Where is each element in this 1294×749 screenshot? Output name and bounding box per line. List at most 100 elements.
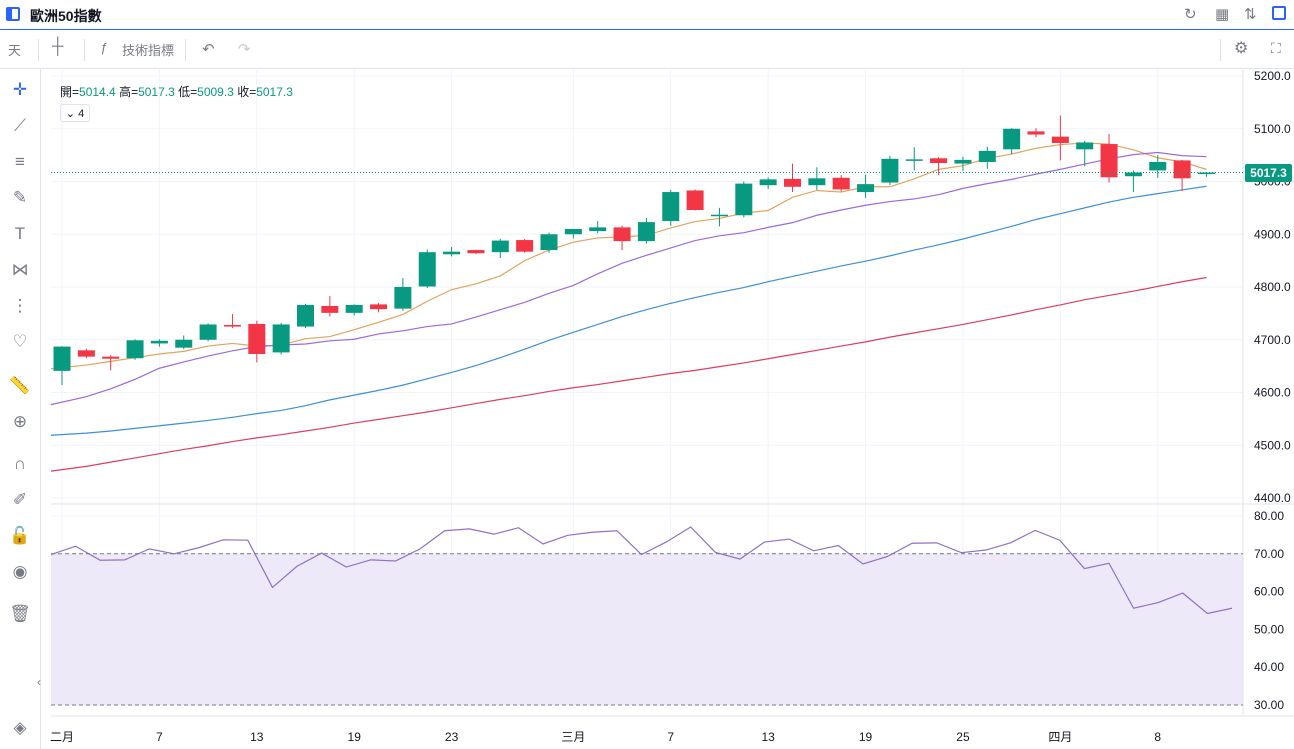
grid-icon[interactable]: ▦ xyxy=(1215,6,1230,23)
indicators-button[interactable]: 技術指標 xyxy=(122,43,175,58)
chart-toolbar: 天 ┼ ƒ 技術指標 ↶ ↷ ⚙ ⛶ xyxy=(0,31,1294,69)
low-value: 5009.3 xyxy=(197,85,234,99)
candle-body xyxy=(905,159,923,161)
window-title: 歐洲50指數 xyxy=(30,8,102,24)
interval-button[interactable]: 天 xyxy=(8,43,22,58)
candle-body xyxy=(978,150,996,162)
x-tick-label: 19 xyxy=(859,730,873,744)
ma-line-ma5 xyxy=(50,142,1207,370)
candle-body xyxy=(272,324,290,353)
last-price-badge: 5017.3 xyxy=(1245,164,1292,182)
x-tick-label: 19 xyxy=(348,730,362,744)
divider xyxy=(185,39,186,61)
moving-averages xyxy=(50,142,1207,472)
fx-icon[interactable]: ƒ xyxy=(100,40,108,55)
candle-body xyxy=(662,192,680,222)
panel-icon[interactable] xyxy=(1272,6,1286,20)
high-value: 5017.3 xyxy=(138,85,175,99)
y-tick-label: 5100.0 xyxy=(1254,122,1291,136)
candle-body xyxy=(881,158,899,183)
x-tick-label: 13 xyxy=(761,730,775,744)
candle-body xyxy=(199,324,217,340)
rsi-tick-label: 70.00 xyxy=(1254,547,1284,561)
candle-body xyxy=(686,190,704,210)
compare-icon[interactable]: ⇅ xyxy=(1244,6,1257,23)
high-label: 高= xyxy=(119,85,139,99)
close-value: 5017.3 xyxy=(256,85,293,99)
settings-icon[interactable]: ⚙ xyxy=(1234,40,1249,57)
candle-body xyxy=(954,159,972,164)
ruler-icon[interactable]: 📏 xyxy=(9,376,31,395)
divider xyxy=(84,39,85,61)
candle-type-icon[interactable]: ┼ xyxy=(52,38,64,55)
rsi-tick-label: 60.00 xyxy=(1254,585,1284,599)
trash-icon[interactable]: 🗑 xyxy=(9,604,31,623)
lock-drawing-icon[interactable]: ✐ xyxy=(12,490,28,509)
y-tick-label: 4500.0 xyxy=(1254,438,1291,452)
candle-body xyxy=(1076,142,1094,150)
rsi-tick-label: 50.00 xyxy=(1254,622,1284,636)
x-tick-label: 二月 xyxy=(50,730,74,744)
candle-body xyxy=(1124,172,1142,177)
candle-body xyxy=(637,222,655,242)
candle-body xyxy=(710,214,728,217)
candle-body xyxy=(418,252,436,287)
magnet-icon[interactable]: ∩ xyxy=(13,454,27,473)
refresh-icon[interactable]: ↻ xyxy=(1184,6,1197,23)
brush-icon[interactable]: ✎ xyxy=(12,188,28,207)
drawing-sidebar: ✛ ⟋ ≡ ✎ T ⋈ ⋮ ♡ 📏 ⊕ ∩ ✐ 🔓 ◉ 🗑 ‹ ◈ xyxy=(0,69,41,749)
heart-icon[interactable]: ♡ xyxy=(12,332,28,351)
x-tick-label: 25 xyxy=(956,730,970,744)
candles xyxy=(53,115,1215,386)
undo-icon[interactable]: ↶ xyxy=(202,41,215,58)
fullscreen-icon[interactable]: ⛶ xyxy=(1271,40,1281,56)
crosshair-icon[interactable]: ✛ xyxy=(12,80,28,99)
candle-body xyxy=(126,340,144,359)
candle-body xyxy=(175,339,193,348)
candle-body xyxy=(516,240,534,252)
rsi-line-path xyxy=(50,526,1233,615)
candle-body xyxy=(808,178,826,186)
x-tick-label: 13 xyxy=(250,730,264,744)
trend-line-icon[interactable]: ⟋ xyxy=(14,116,26,135)
collapse-sidebar-icon[interactable]: ‹ xyxy=(37,675,41,689)
layers-icon[interactable]: ◈ xyxy=(13,718,27,737)
unlock-icon[interactable]: 🔓 xyxy=(9,526,31,545)
divider xyxy=(38,39,39,61)
text-icon[interactable]: T xyxy=(14,224,26,243)
candle-body xyxy=(77,350,95,357)
ohlc-legend: 開=5014.4 高=5017.3 低=5009.3 收=5017.3 xyxy=(60,83,293,100)
candle-body xyxy=(735,183,753,216)
ma-line-ma10 xyxy=(50,151,1207,406)
candle-body xyxy=(930,158,948,164)
ma-line-ma30 xyxy=(50,185,1207,436)
rsi-tick-label: 80.00 xyxy=(1254,509,1284,523)
ma-line-ma60 xyxy=(50,276,1207,472)
y-tick-label: 4900.0 xyxy=(1254,227,1291,241)
zoom-icon[interactable]: ⊕ xyxy=(12,412,28,431)
rsi-tick-label: 30.00 xyxy=(1254,698,1284,712)
prediction-icon[interactable]: ⋮ xyxy=(11,296,29,315)
candle-body xyxy=(589,227,607,232)
redo-icon[interactable]: ↷ xyxy=(238,41,251,58)
y-tick-label: 5200.0 xyxy=(1254,69,1291,83)
indicator-count: 4 xyxy=(78,108,85,120)
x-tick-label: 8 xyxy=(1154,730,1161,744)
close-label: 收= xyxy=(237,85,257,99)
open-label: 開= xyxy=(60,85,80,99)
candle-body xyxy=(759,179,777,186)
candle-body xyxy=(53,346,71,371)
x-tick-label: 四月 xyxy=(1048,730,1072,744)
eye-icon[interactable]: ◉ xyxy=(12,562,28,581)
x-tick-label: 7 xyxy=(667,730,674,744)
divider xyxy=(1220,39,1221,61)
candle-body xyxy=(1051,136,1069,143)
pattern-icon[interactable]: ⋈ xyxy=(11,260,29,279)
x-tick-label: 7 xyxy=(156,730,163,744)
candle-body xyxy=(1027,131,1045,135)
candle-body xyxy=(1100,144,1118,178)
y-tick-label: 4800.0 xyxy=(1254,280,1291,294)
legend-collapse-button[interactable]: ⌄ 4 xyxy=(60,104,90,122)
fib-lines-icon[interactable]: ≡ xyxy=(15,152,25,171)
